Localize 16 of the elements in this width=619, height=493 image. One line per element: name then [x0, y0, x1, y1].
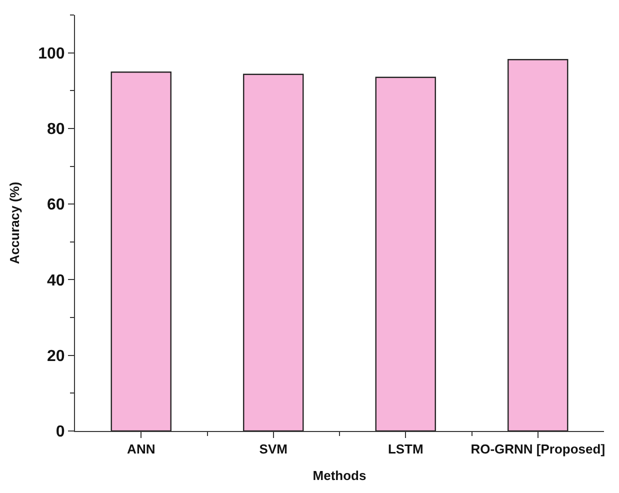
- y-axis-title: Accuracy (%): [7, 182, 22, 264]
- x-tick-label: SVM: [259, 442, 288, 457]
- y-tick-label: 40: [47, 272, 65, 290]
- bar: [243, 74, 304, 431]
- x-tick-label: LSTM: [388, 442, 424, 457]
- bar: [375, 76, 436, 431]
- y-tick-label: 0: [56, 424, 65, 441]
- y-tick-label: 20: [47, 348, 65, 365]
- bar: [508, 59, 568, 431]
- y-tick-label: 100: [38, 45, 65, 62]
- y-tick-label: 60: [47, 196, 65, 214]
- x-tick-label: ANN: [127, 442, 156, 457]
- x-axis-title: Methods: [312, 468, 366, 484]
- x-tick-label: RO-GRNN [Proposed]: [470, 442, 606, 457]
- bar: [110, 72, 172, 431]
- y-tick-label: 80: [47, 121, 65, 138]
